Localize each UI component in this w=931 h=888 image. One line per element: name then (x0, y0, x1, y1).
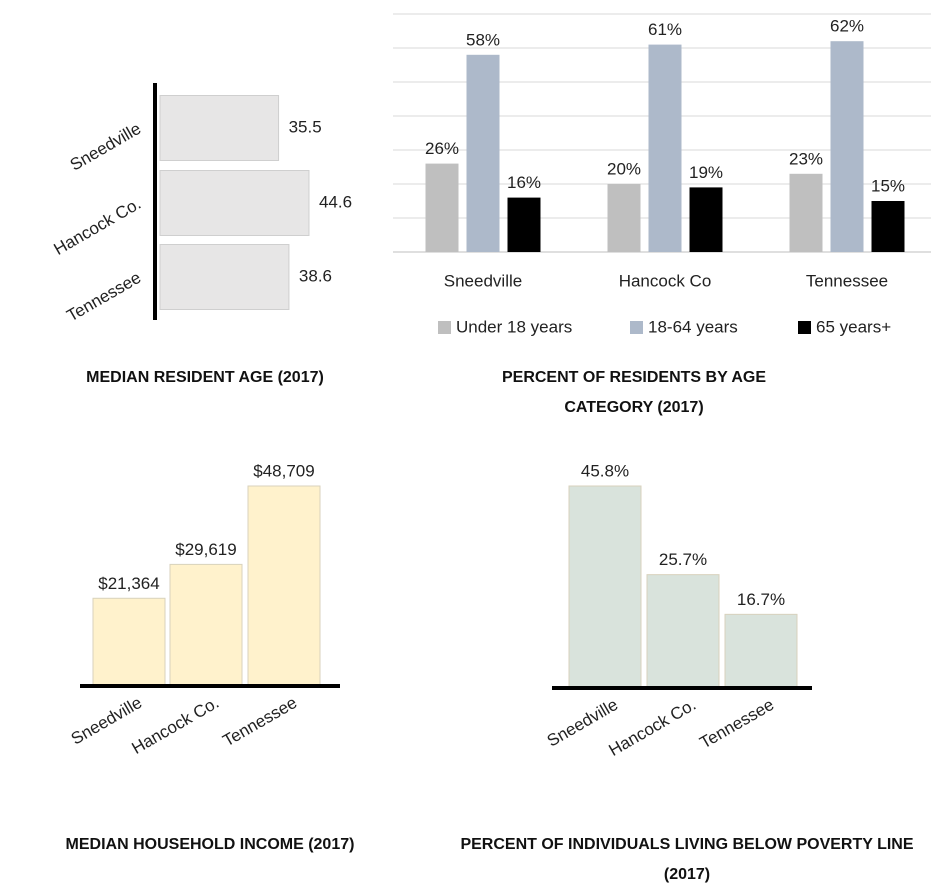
bar (646, 574, 720, 689)
value-label: 16% (507, 173, 541, 192)
bar (466, 54, 500, 252)
value-label: $29,619 (175, 540, 236, 559)
value-label: 58% (466, 30, 500, 49)
bar (169, 563, 243, 687)
bar (724, 613, 798, 689)
category-label: Hancock Co (619, 271, 712, 290)
value-label: 44.6 (319, 192, 352, 211)
category-label: Sneedville (67, 119, 144, 175)
value-label: 35.5 (289, 117, 322, 136)
bar (789, 173, 823, 252)
value-label: 62% (830, 17, 864, 36)
bar (507, 197, 541, 252)
value-label: 16.7% (737, 590, 785, 609)
legend-label: Under 18 years (456, 317, 572, 336)
category-label: Tennessee (806, 271, 888, 290)
value-label: 38.6 (299, 266, 332, 285)
legend-swatch (798, 321, 811, 334)
value-label: 19% (689, 163, 723, 182)
category-label: Hancock Co. (605, 695, 699, 760)
bar (159, 244, 290, 310)
category-label: Hancock Co. (128, 693, 222, 758)
chart-title: PERCENT OF INDIVIDUALS LIVING BELOW POVE… (460, 836, 914, 883)
category-label: Sneedville (444, 271, 522, 290)
bar (689, 187, 723, 252)
category-label: Tennessee (64, 268, 145, 326)
value-label: $48,709 (253, 461, 314, 480)
chart-title: MEDIAN RESIDENT AGE (2017) (86, 369, 324, 386)
bar (871, 201, 905, 252)
chart-title: PERCENT OF RESIDENTS BY AGE CATEGORY (20… (501, 369, 767, 416)
value-label: 20% (607, 159, 641, 178)
bar (159, 95, 280, 161)
bar (247, 485, 321, 687)
category-label: Tennessee (697, 695, 778, 753)
value-label: 23% (789, 149, 823, 168)
value-label: 45.8% (581, 461, 629, 480)
bar (568, 485, 642, 689)
legend-label: 65 years+ (816, 317, 891, 336)
category-label: Tennessee (220, 693, 301, 751)
legend-label: 18-64 years (648, 317, 738, 336)
legend-swatch (438, 321, 451, 334)
bar (648, 44, 682, 252)
legend-swatch (630, 321, 643, 334)
value-label: 15% (871, 176, 905, 195)
category-label: Hancock Co. (50, 194, 144, 259)
value-label: 26% (425, 139, 459, 158)
bar (607, 184, 641, 252)
bar (159, 170, 310, 236)
chart-title: MEDIAN HOUSEHOLD INCOME (2017) (65, 836, 355, 853)
bar (92, 597, 166, 687)
bar (830, 41, 864, 253)
value-label: $21,364 (98, 574, 159, 593)
value-label: 61% (648, 20, 682, 39)
bar (425, 163, 459, 252)
value-label: 25.7% (659, 550, 707, 569)
